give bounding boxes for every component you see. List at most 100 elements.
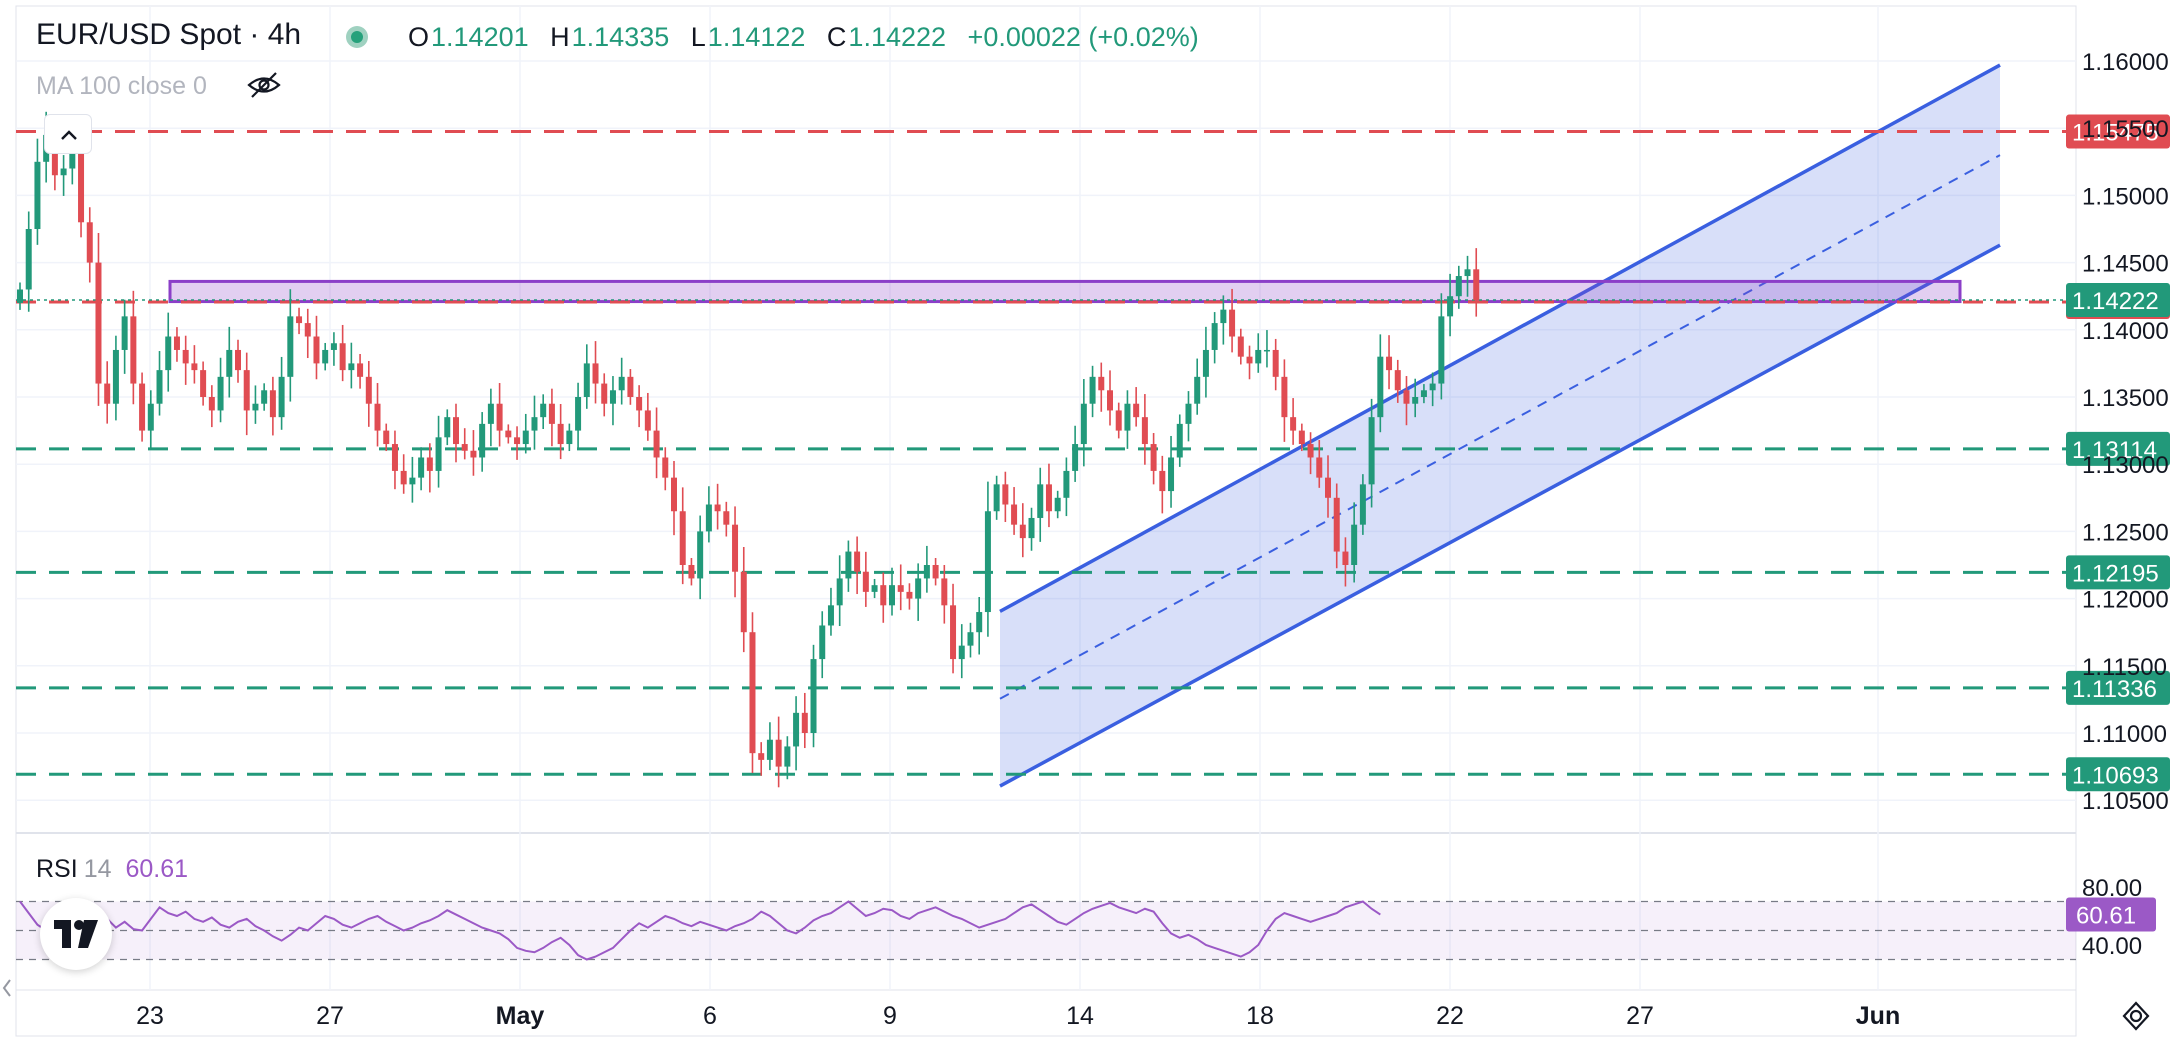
rsi-line	[19, 900, 1381, 961]
candle-body	[871, 585, 878, 592]
candle-body	[1298, 430, 1305, 445]
candle-body	[1011, 504, 1018, 525]
candle-body	[69, 141, 76, 169]
level-label-bg	[2066, 670, 2170, 705]
candle-body	[1412, 397, 1419, 404]
candle-body	[200, 370, 207, 397]
candle-body	[880, 585, 887, 606]
rsi-name: RSI	[36, 855, 78, 883]
price-tick-label: 1.12000	[2082, 587, 2169, 614]
candle-body	[514, 437, 521, 445]
candle-body	[365, 376, 372, 404]
candle-body	[1255, 349, 1262, 364]
rsi-value-label-bg	[2066, 897, 2156, 932]
chart-title[interactable]: EUR/USD Spot · 4h	[36, 18, 302, 51]
candle-body	[1351, 524, 1358, 565]
candle-body	[1220, 309, 1227, 324]
time-axis: 23 27 May 6 9 14 18 22 27 Jun	[136, 1002, 1900, 1030]
candle-body	[1141, 417, 1148, 445]
ma-indicator-label[interactable]: MA 100 close 0	[36, 72, 207, 100]
candle-body	[1377, 356, 1384, 418]
candle-body	[644, 410, 651, 431]
candle-body	[592, 363, 599, 384]
chevron-left-icon[interactable]	[0, 976, 14, 1000]
candle-body	[296, 316, 303, 324]
ohlc-change: +0.00022 (+0.02%)	[967, 22, 1199, 52]
candle-body	[575, 397, 582, 431]
rsi-tick-label: 40.00	[2082, 933, 2142, 960]
level-label-bg	[2066, 555, 2170, 590]
price-tick-label: 1.11500	[2082, 654, 2167, 681]
candle-body	[784, 746, 791, 767]
candle-body	[1237, 336, 1244, 357]
candle-body	[714, 504, 721, 512]
candle-body	[1473, 269, 1480, 301]
candle-body	[740, 571, 747, 633]
ohlc-high-label: H	[550, 22, 570, 52]
price-tick-label: 1.13000	[2082, 452, 2169, 479]
collapse-legend-button[interactable]	[44, 114, 92, 154]
ohlc-open: 1.14201	[431, 22, 529, 52]
candle-body	[548, 403, 555, 424]
candle-body	[836, 578, 843, 606]
candle-body	[348, 363, 355, 371]
candle-body	[1150, 444, 1157, 471]
eye-hidden-icon[interactable]	[246, 70, 282, 100]
chevron-up-icon	[61, 130, 77, 140]
candle-body	[400, 470, 407, 485]
market-status-dot	[346, 26, 368, 48]
candle-body	[453, 417, 459, 445]
tradingview-logo-icon[interactable]	[40, 898, 112, 970]
candle-body	[86, 222, 93, 263]
candle-body	[78, 141, 85, 223]
candle-body	[25, 229, 32, 290]
time-tick-label: May	[496, 1002, 545, 1030]
candle-body	[322, 349, 329, 364]
candle-body	[470, 450, 477, 458]
candle-body	[1115, 410, 1122, 431]
ohlc-open-label: O	[408, 22, 430, 52]
candle-body	[487, 403, 494, 424]
candle-body	[1368, 417, 1375, 485]
candle-body	[1246, 356, 1253, 364]
candle-body	[697, 531, 704, 579]
rsi-polyline	[19, 900, 1381, 961]
time-tick-label: 18	[1246, 1002, 1274, 1030]
candle-body	[1185, 403, 1192, 424]
candle-body	[226, 349, 233, 377]
candle-body	[1420, 390, 1427, 397]
candle-body	[1098, 376, 1105, 391]
candle-body	[121, 316, 128, 350]
candle-body	[1455, 276, 1462, 297]
candle-body	[1107, 390, 1113, 411]
candle-body	[104, 383, 111, 404]
ohlc-legend: O1.14201 H1.14335 L1.14122 C1.14222 +0.0…	[408, 22, 1213, 53]
candle-body	[130, 316, 137, 384]
candle-body	[147, 403, 154, 431]
candle-body	[671, 477, 677, 512]
candle-body	[60, 168, 67, 176]
candle-body	[1194, 376, 1201, 404]
candle-body	[339, 343, 346, 371]
candle-body	[618, 376, 625, 391]
candle-body	[854, 551, 861, 572]
resistance-zone	[168, 279, 1962, 304]
gear-icon[interactable]	[2120, 1000, 2152, 1032]
candle-body	[801, 712, 808, 733]
candle-body	[1307, 444, 1314, 458]
candle-body	[1176, 423, 1183, 458]
channel-mid-line	[999, 154, 2001, 700]
candle-body	[1133, 403, 1140, 418]
candle-body	[967, 632, 974, 646]
candle-body	[418, 457, 425, 478]
candle-body	[1272, 349, 1279, 377]
candle-body	[1072, 444, 1079, 471]
candle-body	[304, 323, 311, 337]
rsi-band	[16, 900, 2076, 961]
candle-body	[287, 316, 294, 377]
rsi-legend[interactable]: RSI 14 60.61	[36, 855, 188, 884]
price-tick-label: 1.14000	[2082, 318, 2169, 345]
time-tick-label: 22	[1436, 1002, 1464, 1030]
candle-body	[889, 585, 895, 606]
